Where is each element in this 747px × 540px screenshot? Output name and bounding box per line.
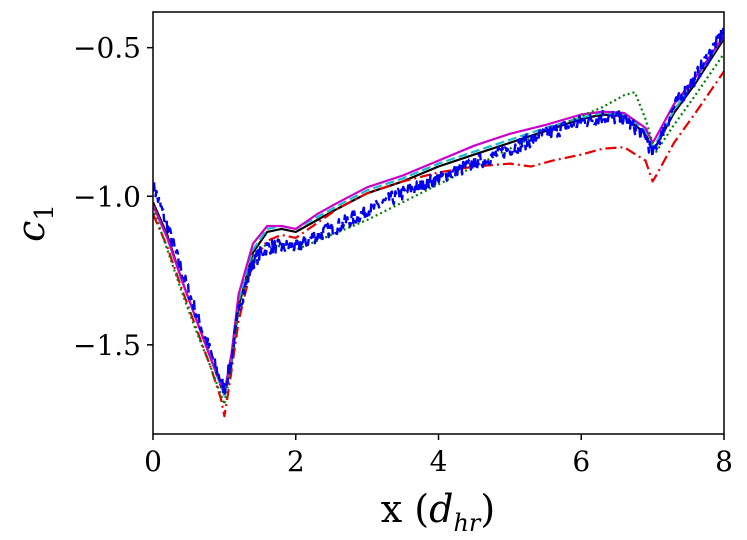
series-line-blue-dashed-noisy bbox=[153, 27, 724, 395]
y-tick-label: −1.5 bbox=[73, 329, 141, 362]
x-tick-label: 2 bbox=[287, 445, 305, 478]
y-axis-label: c1 bbox=[9, 204, 60, 242]
series-line-magenta-solid bbox=[153, 35, 724, 394]
y-tick-label: −0.5 bbox=[73, 32, 141, 65]
series-layer bbox=[153, 27, 724, 418]
x-tick-label: 0 bbox=[144, 445, 162, 478]
series-line-black-solid bbox=[153, 38, 724, 397]
x-tick-label: 4 bbox=[430, 445, 448, 478]
series-line-green-dotted bbox=[153, 52, 724, 406]
x-tick-label: 6 bbox=[572, 445, 590, 478]
series-line-cyan-dashed bbox=[153, 35, 724, 397]
y-tick-label: −1.0 bbox=[73, 180, 141, 213]
ticks-layer: 0 2 4 6 8 −0.5 −1.0 −1.5 bbox=[73, 32, 733, 478]
x-axis-label: x (dhr) bbox=[381, 487, 495, 537]
x-tick-label: 8 bbox=[715, 445, 733, 478]
series-line-red-dashdot bbox=[153, 70, 724, 418]
plot-frame bbox=[152, 11, 725, 435]
